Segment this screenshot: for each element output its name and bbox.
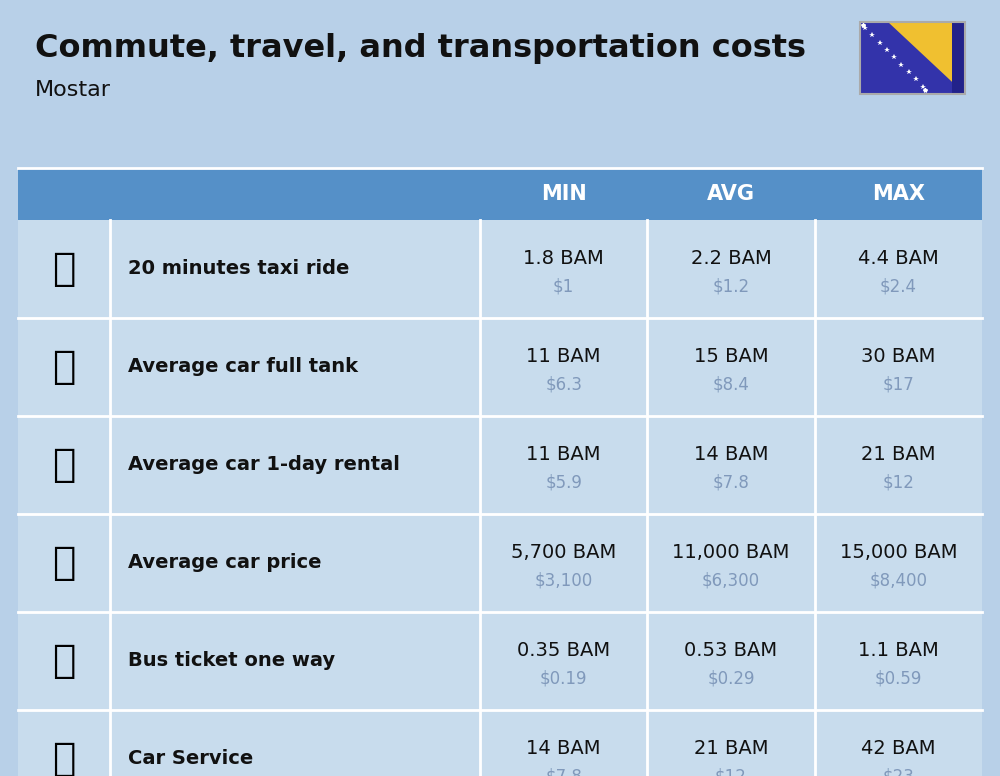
Text: MAX: MAX (872, 184, 925, 204)
Text: $5.9: $5.9 (545, 474, 582, 492)
Text: 15 BAM: 15 BAM (694, 348, 768, 366)
Text: $23: $23 (882, 768, 914, 776)
Text: AVG: AVG (707, 184, 755, 204)
Text: $3,100: $3,100 (535, 572, 593, 590)
Text: $0.29: $0.29 (707, 670, 755, 688)
Bar (18, 514, 982, 612)
Text: 5,700 BAM: 5,700 BAM (511, 543, 616, 563)
Text: $17: $17 (882, 376, 914, 394)
Text: $6.3: $6.3 (545, 376, 582, 394)
Text: $2.4: $2.4 (880, 278, 917, 296)
Text: 2.2 BAM: 2.2 BAM (691, 250, 771, 268)
Text: 🚗: 🚗 (52, 544, 76, 582)
Text: $6,300: $6,300 (702, 572, 760, 590)
Bar (18, 710, 982, 776)
Bar (18, 220, 982, 318)
Text: Average car 1-day rental: Average car 1-day rental (128, 456, 400, 474)
Text: 14 BAM: 14 BAM (526, 740, 601, 758)
Text: $0.19: $0.19 (540, 670, 587, 688)
Text: 11 BAM: 11 BAM (526, 445, 601, 465)
Text: $12: $12 (715, 768, 747, 776)
Text: $7.8: $7.8 (713, 474, 749, 492)
Text: 0.53 BAM: 0.53 BAM (684, 642, 778, 660)
Text: 21 BAM: 21 BAM (694, 740, 768, 758)
Text: $1: $1 (553, 278, 574, 296)
Bar (860, 22, 965, 94)
Text: Mostar: Mostar (35, 80, 111, 100)
Bar (18, 612, 982, 710)
Bar (860, 22, 965, 94)
Text: Average car full tank: Average car full tank (128, 358, 358, 376)
Text: 14 BAM: 14 BAM (694, 445, 768, 465)
Text: 0.35 BAM: 0.35 BAM (517, 642, 610, 660)
Text: 🔧: 🔧 (52, 740, 76, 776)
Text: MIN: MIN (541, 184, 587, 204)
Text: 42 BAM: 42 BAM (861, 740, 936, 758)
Text: $0.59: $0.59 (875, 670, 922, 688)
Text: 1.8 BAM: 1.8 BAM (523, 250, 604, 268)
Text: $8,400: $8,400 (869, 572, 927, 590)
Text: 15,000 BAM: 15,000 BAM (840, 543, 957, 563)
Text: 🚙: 🚙 (52, 446, 76, 484)
Text: 11 BAM: 11 BAM (526, 348, 601, 366)
Bar (18, 416, 982, 514)
Text: 1.1 BAM: 1.1 BAM (858, 642, 939, 660)
Text: $7.8: $7.8 (545, 768, 582, 776)
Text: 4.4 BAM: 4.4 BAM (858, 250, 939, 268)
Text: $1.2: $1.2 (712, 278, 750, 296)
Text: ⛽: ⛽ (52, 348, 76, 386)
Text: 20 minutes taxi ride: 20 minutes taxi ride (128, 259, 349, 279)
Text: 21 BAM: 21 BAM (861, 445, 936, 465)
Bar (18, 318, 982, 416)
Text: $8.4: $8.4 (713, 376, 749, 394)
Text: Car Service: Car Service (128, 750, 253, 768)
Text: 🚌: 🚌 (52, 642, 76, 680)
Text: Commute, travel, and transportation costs: Commute, travel, and transportation cost… (35, 33, 806, 64)
Polygon shape (888, 22, 965, 94)
Text: 30 BAM: 30 BAM (861, 348, 936, 366)
Text: Bus ticket one way: Bus ticket one way (128, 652, 335, 670)
Text: Average car price: Average car price (128, 553, 322, 573)
Text: 🚕: 🚕 (52, 250, 76, 288)
Text: $12: $12 (882, 474, 914, 492)
Bar (952, 22, 965, 94)
Bar (18, 168, 982, 220)
Text: 11,000 BAM: 11,000 BAM (672, 543, 790, 563)
